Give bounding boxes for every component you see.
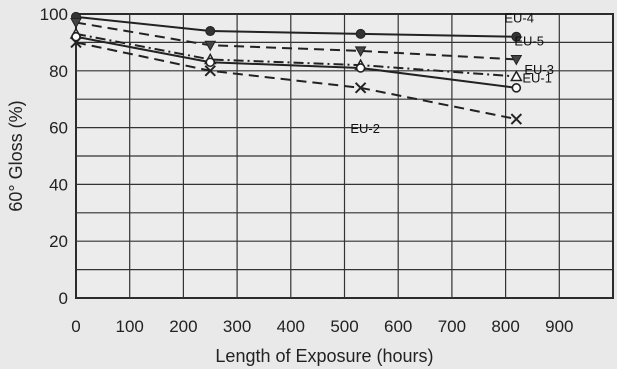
series-label: EU-2 bbox=[350, 121, 380, 136]
series-line bbox=[75, 15, 517, 38]
series-markers bbox=[69, 11, 523, 125]
y-tick-label: 100 bbox=[40, 5, 68, 24]
data-point bbox=[511, 31, 522, 42]
x-tick-label: 300 bbox=[223, 317, 251, 336]
series-label: EU-5 bbox=[514, 33, 544, 48]
series-label: EU-4 bbox=[504, 11, 534, 26]
x-tick-label: 900 bbox=[545, 317, 573, 336]
data-point bbox=[204, 40, 217, 52]
data-point bbox=[354, 82, 367, 94]
series-line bbox=[75, 35, 517, 89]
data-point bbox=[71, 31, 81, 42]
x-tick-label: 800 bbox=[491, 317, 519, 336]
data-point bbox=[205, 57, 216, 68]
data-point bbox=[354, 46, 367, 57]
series-label: EU-1 bbox=[522, 70, 552, 85]
series-label: EU-3 bbox=[524, 62, 554, 77]
y-tick-label: 20 bbox=[49, 232, 68, 251]
y-axis-label: 60° Gloss (%) bbox=[6, 100, 26, 211]
x-tick-label: 100 bbox=[116, 317, 144, 336]
data-point bbox=[205, 26, 216, 37]
series-lines bbox=[75, 15, 517, 121]
data-point bbox=[510, 54, 523, 66]
x-axis-label: Length of Exposure (hours) bbox=[215, 346, 433, 366]
x-tick-label: 600 bbox=[384, 317, 412, 336]
series-line bbox=[75, 41, 517, 121]
tick-labels: 0 100 200 300 400 500 600 700 800 900 0 20 40 60 80 100 bbox=[40, 5, 574, 336]
x-tick-label: 700 bbox=[438, 317, 466, 336]
x-tick-label: 0 bbox=[71, 317, 80, 336]
data-point bbox=[70, 36, 82, 49]
y-tick-label: 60 bbox=[49, 119, 68, 138]
data-point bbox=[355, 28, 366, 39]
series-line bbox=[75, 21, 517, 61]
y-tick-label: 40 bbox=[49, 175, 68, 194]
data-point bbox=[204, 65, 216, 77]
y-tick-label: 0 bbox=[59, 289, 68, 308]
data-point bbox=[510, 69, 523, 82]
data-point bbox=[511, 83, 522, 93]
series-line bbox=[75, 32, 517, 78]
data-point bbox=[355, 63, 366, 73]
y-tick-label: 80 bbox=[49, 62, 68, 81]
x-tick-label: 200 bbox=[169, 317, 197, 336]
grid bbox=[75, 13, 614, 299]
series-labels: EU-4 EU-5 EU-1EU-3 EU-2 bbox=[350, 11, 554, 136]
data-point bbox=[510, 113, 523, 125]
data-point bbox=[70, 18, 82, 29]
x-tick-label: 500 bbox=[330, 317, 358, 336]
x-tick-label: 400 bbox=[277, 317, 305, 336]
